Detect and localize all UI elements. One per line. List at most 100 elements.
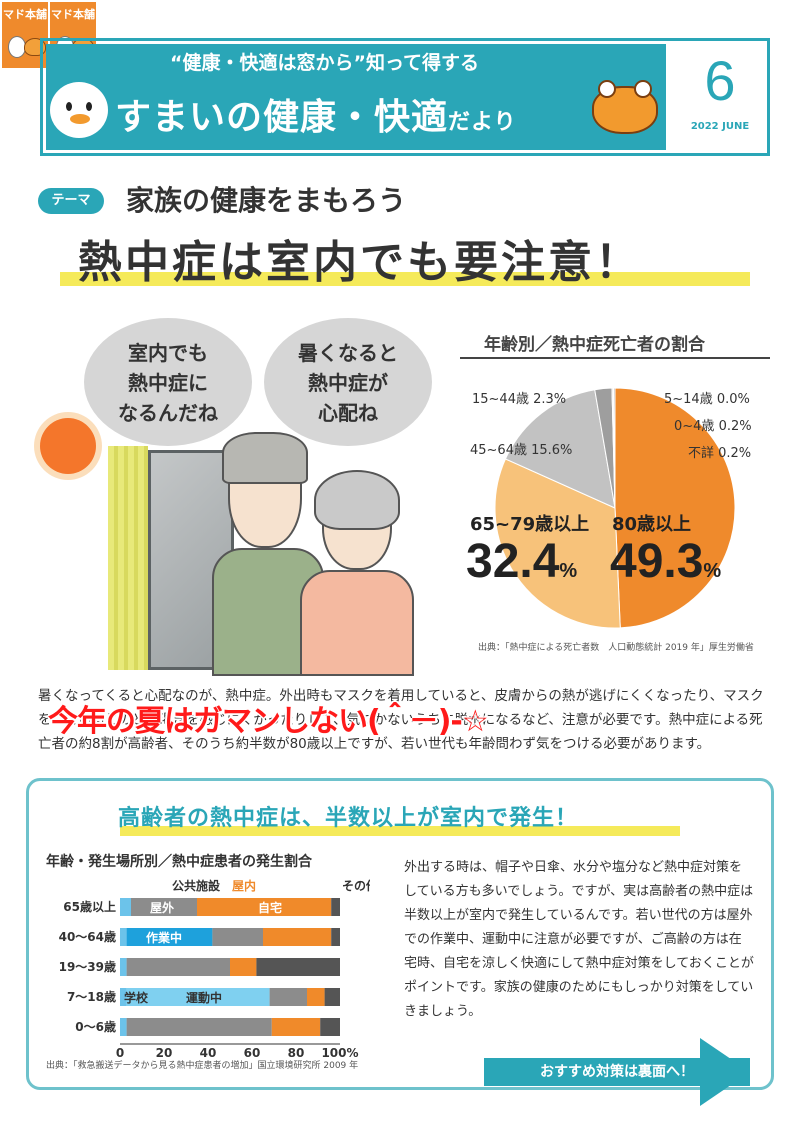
chick-mascot-icon bbox=[50, 82, 108, 138]
pie-slice bbox=[612, 387, 616, 509]
bar-category-label: 40～64歳 bbox=[59, 929, 116, 944]
bubble-line: 心配ね bbox=[318, 401, 378, 425]
bar-segment bbox=[120, 988, 127, 1006]
woman-hair-illustration bbox=[314, 470, 400, 530]
bar-segment bbox=[120, 898, 131, 916]
info-section-box bbox=[26, 778, 774, 1090]
bar-series-label: 運動中 bbox=[186, 990, 222, 1005]
intro-paragraph: 暑くなってくると心配なのが、熱中症。外出時もマスクを着用していると、皮膚からの熱… bbox=[38, 688, 764, 752]
bar-series-label: その他 bbox=[342, 878, 370, 893]
bar-category-label: 0～6歳 bbox=[75, 1019, 116, 1034]
pie-chart-title: 年齢別／熱中症死亡者の割合 bbox=[484, 335, 705, 355]
pie-slice bbox=[504, 389, 616, 509]
issue-month: 6 bbox=[704, 49, 736, 112]
bar-segment bbox=[263, 928, 332, 946]
bar-chart: 65歳以上 40～64歳 19～39歳 7～18歳 0～6歳0 20 40 60 80 100% 公… bbox=[59, 878, 370, 1058]
page-title-main: すまいの健康・快適 bbox=[115, 97, 449, 138]
theme-text: 家族の健康をまもろう bbox=[126, 184, 407, 217]
bar-segment bbox=[271, 1018, 321, 1036]
pie-value-unit: % bbox=[559, 560, 578, 582]
pie-slice bbox=[614, 387, 736, 629]
pie-label-80: 80歳以上 bbox=[612, 514, 692, 535]
pie-value-80: 49.3% bbox=[610, 534, 721, 589]
bar-segment bbox=[307, 988, 325, 1006]
bar-chart-title: 年齢・発生場所別／熱中症患者の発生割合 bbox=[46, 854, 312, 870]
bar-tick-label: 60 bbox=[244, 1046, 261, 1058]
bar-chart-source: 出典：「救急搬送データから見る熱中症患者の増加」国立環境研究所 2009 年 bbox=[46, 1061, 359, 1071]
bar-series-label: 作業中 bbox=[146, 930, 182, 945]
page-title-suffix: だより bbox=[448, 110, 517, 135]
bar-segment bbox=[331, 898, 340, 916]
speech-bubble-woman: 暑くなると 熱中症が 心配ね bbox=[264, 318, 432, 446]
bar-category-label: 7～18歳 bbox=[67, 989, 116, 1004]
bar-tick-label: 80 bbox=[288, 1046, 305, 1058]
pie-label-5-14: 5~14歳 0.0% bbox=[664, 392, 750, 407]
month-box bbox=[672, 44, 764, 150]
header-tagline: “健康・快適は窓から”知って得する bbox=[170, 52, 480, 74]
bar-segment bbox=[120, 958, 127, 976]
bar-segment bbox=[126, 988, 270, 1006]
section-title-highlight bbox=[120, 826, 680, 836]
speech-bubble-man: 室内でも 熱中症に なるんだね bbox=[84, 318, 252, 446]
section-title: 高齢者の熱中症は、半数以上が室内で発生！ bbox=[118, 806, 579, 831]
bar-series-label: 屋外 bbox=[150, 900, 174, 915]
pie-value-65-79: 32.4% bbox=[466, 534, 577, 589]
bar-segment bbox=[126, 1018, 272, 1036]
bar-segment bbox=[120, 1018, 127, 1036]
sun-icon bbox=[40, 418, 96, 474]
bar-series-label: 自宅 bbox=[258, 900, 282, 915]
bar-series-label: 公共施設 bbox=[172, 878, 221, 893]
bar-segment bbox=[230, 958, 257, 976]
bar-tick-label: 0 bbox=[116, 1046, 124, 1058]
frog-mascot-icon bbox=[592, 80, 658, 134]
bar-segment bbox=[324, 988, 340, 1006]
bar-series-label: 学校 bbox=[124, 990, 149, 1005]
bar-category-label: 19～39歳 bbox=[59, 959, 116, 974]
headline: 熱中症は室内でも要注意！ bbox=[78, 237, 642, 288]
bubble-line: 暑くなると bbox=[298, 341, 398, 365]
red-overlay-message: 今年の夏はガマンしない(＾－)-☆ bbox=[48, 704, 489, 739]
bar-segment bbox=[126, 958, 230, 976]
woman-body-illustration bbox=[300, 570, 414, 676]
see-reverse-button[interactable]: おすすめ対策は裏面へ！ bbox=[484, 1058, 750, 1086]
bar-segment bbox=[126, 928, 213, 946]
pie-label-45-64: 45~64歳 15.6% bbox=[470, 443, 573, 458]
bar-segment bbox=[131, 898, 197, 916]
bar-segment bbox=[331, 928, 340, 946]
pie-value-65-79-number: 32.4 bbox=[466, 535, 560, 588]
bubble-line: 熱中症が bbox=[308, 371, 388, 395]
bar-segment bbox=[120, 928, 127, 946]
brand-logo: マド本舗 bbox=[0, 0, 50, 70]
curtain-illustration bbox=[108, 446, 148, 670]
pie-value-unit: % bbox=[703, 560, 722, 582]
bar-segment bbox=[197, 898, 332, 916]
bubble-line: 室内でも bbox=[128, 341, 208, 365]
pie-label-65-79: 65~79歳以上 bbox=[470, 514, 590, 535]
pie-title-rule bbox=[460, 357, 770, 359]
section-body-text: 外出する時は、帽子や日傘、水分や塩分など熱中症対策をしている方も多いでしょう。で… bbox=[404, 860, 754, 1019]
header-banner bbox=[46, 44, 666, 150]
bubble-line: 熱中症に bbox=[128, 371, 208, 395]
pie-chart bbox=[494, 387, 736, 629]
brand-logo-text: マド本舗 bbox=[51, 8, 95, 21]
page-title: すまいの健康・快適だより bbox=[115, 88, 517, 140]
pie-slice bbox=[494, 458, 621, 629]
bar-tick-label: 40 bbox=[200, 1046, 217, 1058]
pie-label-unknown: 不詳 0.2% bbox=[688, 446, 752, 461]
pie-value-80-number: 49.3 bbox=[610, 535, 704, 588]
header-frame bbox=[40, 38, 770, 156]
bar-series-label: 屋内 bbox=[232, 878, 256, 893]
brand-logo-text: マド本舗 bbox=[3, 8, 47, 21]
bar-tick-label: 100% bbox=[321, 1046, 358, 1058]
pie-source: 出典：「熱中症による死亡者数 人口動態統計 2019 年」厚生労働省 bbox=[478, 643, 754, 653]
issue-date: 2022 JUNE bbox=[690, 121, 750, 132]
bar-segment bbox=[320, 1018, 340, 1036]
bar-segment bbox=[212, 928, 263, 946]
headline-highlight bbox=[60, 272, 750, 286]
pie-label-0-4: 0~4歳 0.2% bbox=[674, 419, 752, 434]
man-hair-illustration bbox=[222, 432, 308, 484]
bar-segment bbox=[269, 988, 307, 1006]
bar-tick-label: 20 bbox=[156, 1046, 173, 1058]
bubble-line: なるんだね bbox=[118, 401, 218, 425]
theme-badge: テーマ bbox=[38, 188, 104, 214]
